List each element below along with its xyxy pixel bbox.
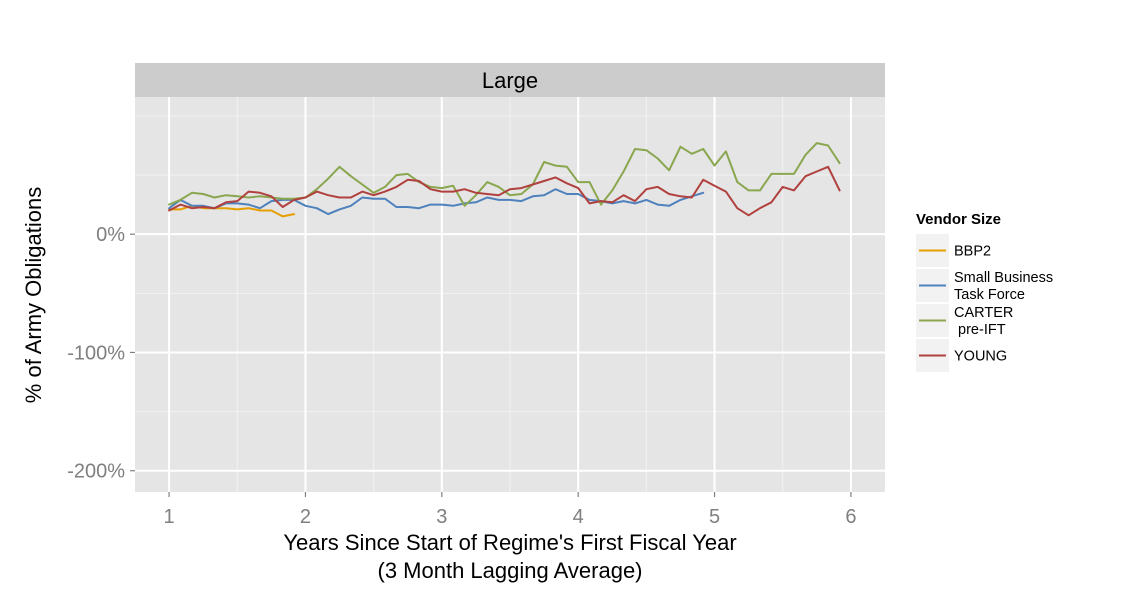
- x-tick-label: 6: [845, 506, 856, 528]
- legend-title: Vendor Size: [916, 211, 1001, 228]
- x-axis-title-line1: Years Since Start of Regime's First Fisc…: [283, 530, 736, 555]
- x-tick-label: 1: [164, 506, 175, 528]
- series-line-2: [168, 142, 841, 207]
- y-axis: 0% -100% -200%: [67, 224, 135, 483]
- x-tick-label: 2: [300, 506, 311, 528]
- x-axis: 1 2 3 4 5 6: [164, 492, 856, 528]
- y-tick-label: 0%: [96, 224, 125, 246]
- y-tick-label: -100%: [67, 342, 125, 364]
- x-tick-label: 3: [436, 506, 447, 528]
- major-gridlines: [135, 97, 885, 492]
- series-line-3: [168, 165, 841, 217]
- legend-label: Small Business Task Force: [954, 270, 1053, 303]
- legend-label: YOUNG: [954, 349, 1007, 365]
- facet-strip-label: Large: [482, 68, 538, 93]
- x-tick-label: 5: [709, 506, 720, 528]
- legend: Vendor Size BBP2 Small Business Task Force…: [916, 211, 1053, 372]
- series-lines: [168, 142, 841, 218]
- x-tick-label: 4: [573, 506, 584, 528]
- y-axis-title: % of Army Obligations: [21, 187, 46, 403]
- legend-label: CARTER pre-IFT: [954, 305, 1013, 338]
- facet-strip: [135, 63, 885, 97]
- series-line-1: [168, 188, 705, 216]
- series-line-0: [168, 204, 296, 218]
- x-axis-title-line2: (3 Month Lagging Average): [378, 558, 643, 583]
- legend-label: BBP2: [954, 244, 991, 260]
- y-tick-label: -200%: [67, 461, 125, 483]
- minor-gridlines: [135, 97, 885, 492]
